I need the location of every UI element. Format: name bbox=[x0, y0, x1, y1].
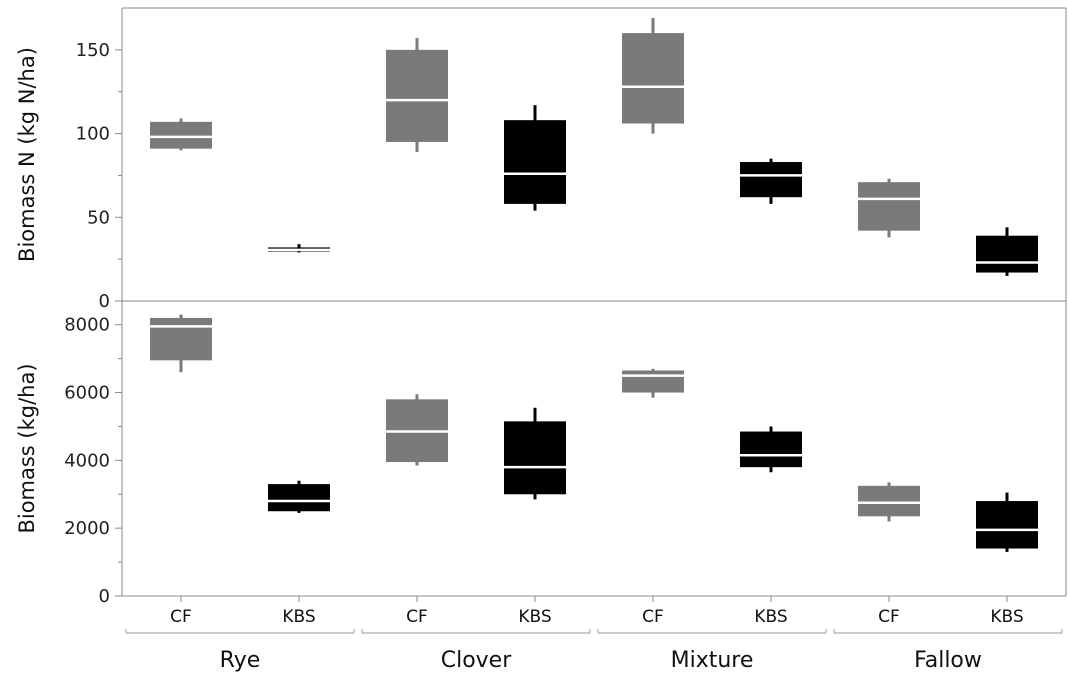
box-biomass-fallow-cf bbox=[858, 485, 920, 517]
box-biomass-clover-kbs bbox=[504, 421, 566, 495]
y-tick-label-biomass_n-50: 50 bbox=[87, 207, 110, 228]
group-label-rye: Rye bbox=[220, 648, 261, 673]
y-tick-label-biomass-0: 0 bbox=[99, 586, 110, 607]
x-tick-label-fallow-kbs: KBS bbox=[990, 607, 1023, 627]
box-biomass_n-mixture-kbs bbox=[740, 162, 802, 198]
y-tick-label-biomass-4000: 4000 bbox=[64, 450, 110, 471]
box-biomass_n-mixture-cf bbox=[622, 33, 684, 124]
x-tick-label-mixture-cf: CF bbox=[642, 607, 664, 627]
group-label-fallow: Fallow bbox=[914, 648, 982, 673]
y-axis-title-biomass: Biomass (kg/ha) bbox=[15, 363, 39, 533]
box-biomass-rye-cf bbox=[150, 317, 212, 361]
box-biomass-rye-kbs bbox=[268, 484, 330, 512]
y-tick-label-biomass_n-100: 100 bbox=[76, 124, 110, 145]
x-tick-label-mixture-kbs: KBS bbox=[754, 607, 787, 627]
box-biomass_n-fallow-kbs bbox=[976, 235, 1038, 273]
x-tick-label-rye-kbs: KBS bbox=[282, 607, 315, 627]
group-label-clover: Clover bbox=[441, 648, 512, 673]
y-tick-label-biomass_n-0: 0 bbox=[99, 291, 110, 312]
y-tick-label-biomass_n-150: 150 bbox=[76, 40, 110, 61]
x-tick-label-rye-cf: CF bbox=[170, 607, 192, 627]
box-biomass_n-rye-cf bbox=[150, 121, 212, 149]
y-tick-label-biomass-8000: 8000 bbox=[64, 315, 110, 336]
y-axis-title-biomass_n: Biomass N (kg N/ha) bbox=[15, 47, 39, 262]
box-biomass_n-clover-cf bbox=[386, 49, 448, 142]
box-biomass-fallow-kbs bbox=[976, 501, 1038, 549]
box-biomass_n-clover-kbs bbox=[504, 120, 566, 204]
y-tick-label-biomass-6000: 6000 bbox=[64, 383, 110, 404]
box-biomass-mixture-kbs bbox=[740, 431, 802, 468]
x-tick-label-clover-kbs: KBS bbox=[518, 607, 551, 627]
group-label-mixture: Mixture bbox=[671, 648, 754, 673]
y-tick-label-biomass-2000: 2000 bbox=[64, 518, 110, 539]
x-tick-label-fallow-cf: CF bbox=[878, 607, 900, 627]
box-biomass-mixture-cf bbox=[622, 370, 684, 393]
box-biomass_n-fallow-cf bbox=[858, 182, 920, 231]
x-tick-label-clover-cf: CF bbox=[406, 607, 428, 627]
